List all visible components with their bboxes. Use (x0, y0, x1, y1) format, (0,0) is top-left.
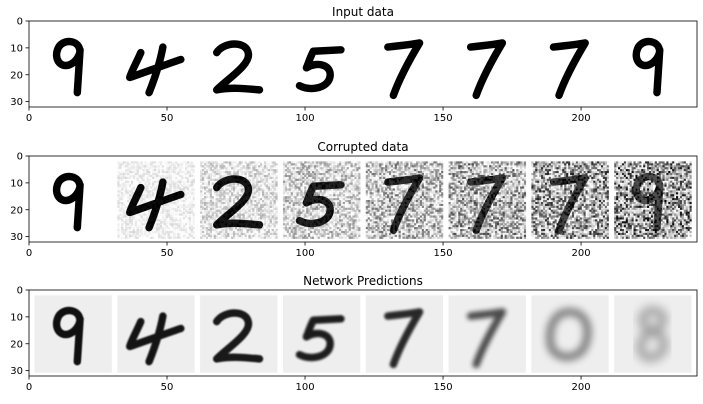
noise-overlay (531, 161, 609, 239)
x-tick-label: 200 (572, 248, 591, 259)
image-tile (200, 161, 278, 239)
image-tile (531, 161, 609, 239)
digit-stroke (52, 172, 84, 232)
digit-stroke (126, 43, 185, 97)
digit-stroke (52, 306, 84, 366)
digit-stroke (549, 39, 589, 100)
image-tile (282, 26, 361, 104)
noise-overlay (614, 161, 692, 239)
x-tick-label: 100 (295, 113, 314, 124)
noise-overlay (117, 161, 195, 239)
panel-1: Input data 0 50 100 150 200 0 10 20 30 (10, 5, 698, 124)
image-tile (365, 26, 444, 104)
panel-title: Input data (332, 5, 394, 19)
digit-stroke (212, 309, 264, 363)
axes-frame (28, 155, 698, 243)
image-tile (614, 295, 692, 373)
digit-stroke (546, 308, 592, 361)
x-tick-label: 200 (572, 113, 591, 124)
x-tick-label: 100 (295, 382, 314, 393)
image-tile (448, 295, 526, 373)
digit-stroke (126, 312, 185, 366)
digit-stroke (384, 39, 424, 100)
digit-stroke (126, 178, 185, 232)
axes-frame (28, 289, 698, 377)
x-tick-label: 50 (161, 248, 174, 259)
y-tick-label: 0 (17, 152, 23, 163)
axes-frame (28, 20, 698, 108)
x-tick-label: 50 (161, 113, 174, 124)
image-tile (34, 26, 112, 104)
panel-2: Corrupted data 0 50 100 150 200 0 10 20 30 (10, 140, 698, 259)
digit-stroke (636, 306, 668, 362)
noise-overlay (282, 161, 361, 239)
image-tile (365, 295, 444, 373)
y-tick-label: 10 (10, 312, 23, 323)
x-tick-label: 150 (434, 248, 453, 259)
image-tile (117, 161, 195, 239)
panel-3: Network Predictions 0 50 100 150 200 0 10 20 30 (10, 274, 698, 393)
x-tick-label: 50 (161, 382, 174, 393)
digit-stroke (466, 308, 507, 369)
digit-stroke (212, 175, 264, 229)
image-tile (282, 161, 361, 239)
panel-title: Network Predictions (303, 274, 423, 288)
x-tick-label: 150 (434, 382, 453, 393)
image-tile (448, 161, 527, 239)
image-tile (448, 26, 526, 104)
y-tick-label: 20 (10, 205, 23, 216)
digit-stroke (295, 46, 345, 93)
x-tick-label: 100 (295, 248, 314, 259)
digit-stroke (295, 315, 345, 362)
noise-overlay (365, 161, 444, 239)
image-tile (117, 26, 195, 104)
panel-title: Corrupted data (317, 140, 408, 154)
digit-stroke (212, 40, 264, 94)
x-tick-label: 150 (434, 113, 453, 124)
image-tile (200, 295, 278, 373)
digit-stroke (466, 39, 507, 100)
y-tick-label: 10 (10, 43, 23, 54)
digit-stroke (632, 37, 664, 97)
digit-stroke (384, 308, 424, 369)
image-tile (117, 295, 195, 373)
image-tile (200, 26, 278, 104)
y-tick-label: 30 (10, 232, 23, 243)
y-tick-label: 20 (10, 339, 23, 350)
image-tile (365, 161, 444, 239)
x-tick-label: 0 (26, 113, 32, 124)
image-tile (282, 295, 361, 373)
x-tick-label: 0 (26, 248, 32, 259)
image-tile (614, 161, 692, 239)
noise-overlay (448, 161, 527, 239)
y-tick-label: 10 (10, 178, 23, 189)
y-tick-label: 30 (10, 366, 23, 377)
y-tick-label: 0 (17, 17, 23, 28)
y-tick-label: 30 (10, 97, 23, 108)
x-tick-label: 0 (26, 382, 32, 393)
y-tick-label: 0 (17, 286, 23, 297)
digit-stroke (52, 37, 84, 97)
x-tick-label: 200 (572, 382, 591, 393)
image-tile (531, 26, 609, 104)
image-tile (34, 295, 112, 373)
image-background (531, 295, 609, 373)
noise-overlay (200, 161, 278, 239)
y-tick-label: 20 (10, 70, 23, 81)
image-tile (34, 161, 112, 239)
image-tile (614, 26, 692, 104)
image-tile (531, 295, 609, 373)
digit-stroke (295, 181, 345, 228)
